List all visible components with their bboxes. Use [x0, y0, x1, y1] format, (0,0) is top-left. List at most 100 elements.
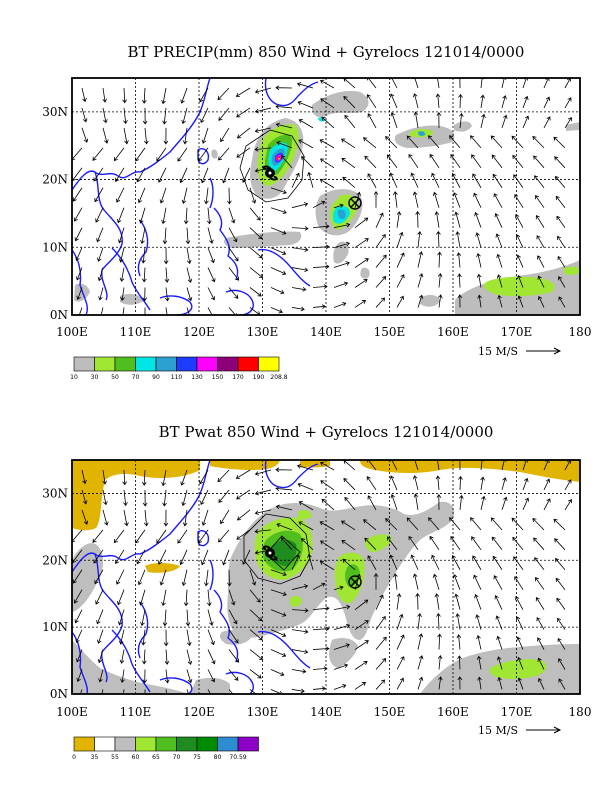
wind-vector — [554, 538, 566, 551]
wind-vector — [412, 475, 419, 491]
wind-vector — [164, 267, 170, 283]
colorbar-label: 208.8 — [270, 374, 287, 381]
wind-vector — [408, 535, 419, 551]
y-tick-label: 20N — [42, 173, 68, 187]
wind-vector — [140, 227, 146, 245]
wind-vector — [165, 689, 168, 694]
precip-reference-arrow — [526, 347, 562, 355]
wind-vector — [456, 252, 462, 268]
wind-vector — [312, 200, 326, 209]
wind-vector — [161, 207, 167, 225]
colorbar-swatch — [176, 736, 198, 752]
wind-vector — [477, 294, 482, 308]
wind-vector — [301, 538, 314, 551]
wind-vector — [415, 210, 420, 228]
colorbar-label: 130 — [191, 374, 203, 381]
wind-vector — [75, 629, 83, 643]
wind-vector — [396, 593, 402, 610]
wind-vector — [227, 187, 232, 205]
wind-vector — [558, 658, 566, 670]
wind-vector — [475, 614, 482, 630]
wind-vector — [341, 158, 356, 169]
wind-vector — [515, 234, 524, 248]
x-tick-label: 140E — [310, 705, 342, 719]
colorbar-swatch — [155, 736, 177, 752]
wind-vector — [312, 666, 328, 671]
wind-vector — [375, 615, 386, 630]
wind-vector — [93, 549, 104, 564]
x-tick-label: 160E — [437, 325, 469, 339]
wind-vector — [438, 294, 443, 308]
wind-vector — [186, 649, 193, 665]
wind-vector — [249, 267, 264, 278]
wind-vector — [344, 496, 356, 511]
x-tick-label: 150E — [374, 325, 406, 339]
wind-vector — [417, 612, 422, 630]
wind-vector — [73, 589, 83, 604]
wind-vector — [199, 469, 209, 485]
wind-vector — [117, 609, 125, 626]
wind-vector — [102, 489, 108, 506]
precip-shading — [72, 78, 580, 315]
wind-vector — [537, 255, 545, 268]
wind-vector — [459, 112, 464, 128]
wind-vector — [532, 518, 545, 531]
wind-vector — [228, 629, 239, 644]
precip-x-tick-labels: 100E 110E 120E 130E 140E 150E 160E 170E 180 — [56, 325, 591, 339]
wind-vector — [249, 247, 263, 259]
wind-vector — [102, 509, 109, 526]
wind-vector — [517, 295, 524, 308]
wind-vector — [390, 494, 398, 511]
wind-vector — [297, 100, 314, 109]
wind-vector — [222, 549, 230, 566]
wind-vector — [113, 147, 125, 162]
colorbar-label: 70.59 — [229, 754, 246, 761]
wind-vector — [162, 107, 167, 125]
wind-vector — [517, 677, 524, 690]
wind-vector — [501, 95, 507, 109]
wind-vector — [480, 94, 485, 109]
wind-vector — [162, 227, 168, 245]
wind-vector — [375, 636, 387, 650]
wind-vector — [93, 167, 104, 182]
wind-vector — [375, 594, 384, 610]
colorbar-swatch — [217, 356, 239, 372]
wind-vector — [491, 154, 503, 169]
wind-vector — [198, 147, 209, 162]
wind-vector — [319, 79, 335, 89]
wind-vector — [555, 195, 566, 208]
wind-vector — [354, 238, 369, 248]
wind-vector — [432, 191, 440, 208]
precip-reference-vector-label: 15 M/S — [478, 345, 518, 358]
wind-vector — [227, 569, 232, 587]
x-tick-label: 110E — [120, 325, 152, 339]
wind-vector — [298, 521, 314, 531]
wind-vector — [536, 235, 545, 248]
wind-vector — [135, 529, 146, 544]
wind-vector — [410, 554, 419, 570]
wind-vector — [312, 244, 330, 250]
wind-vector — [495, 615, 503, 630]
wind-vector — [102, 469, 107, 485]
wind-vector — [275, 504, 293, 511]
wind-vector — [431, 554, 440, 570]
colorbar-label: 50 — [111, 374, 119, 381]
wind-vector — [333, 643, 350, 650]
wind-vector — [435, 460, 440, 471]
wind-vector — [249, 669, 262, 679]
wind-vector — [123, 107, 128, 125]
precip-colorbar: 10 30 50 70 90 110 130 150 170 190 208.8 — [70, 356, 288, 381]
wind-vector — [435, 475, 441, 490]
wind-vector — [556, 215, 566, 228]
wind-vector — [92, 529, 104, 543]
wind-vector — [354, 661, 368, 670]
wind-vector — [389, 93, 398, 109]
colorbar-swatch — [237, 736, 259, 752]
wind-vector — [123, 127, 129, 145]
wind-vector — [535, 195, 545, 208]
wind-vector — [496, 274, 503, 288]
x-tick-label: 150E — [374, 705, 406, 719]
wind-vector — [367, 495, 377, 511]
wind-vector — [201, 127, 209, 144]
wind-vector — [236, 127, 251, 139]
